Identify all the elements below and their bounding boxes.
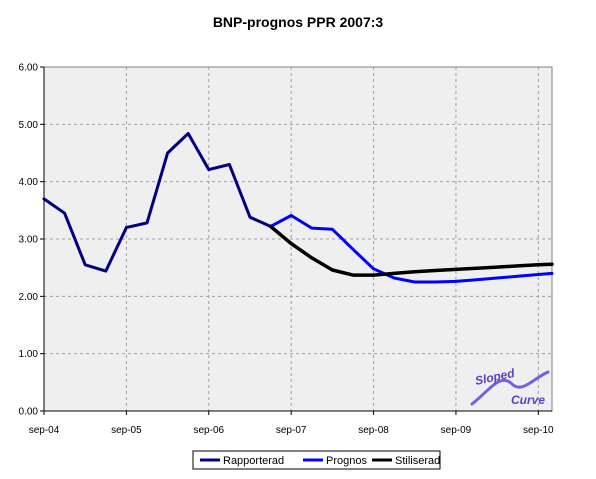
legend: Rapporterad Prognos Stiliserad	[192, 450, 441, 470]
y-tick-label: 6.00	[19, 63, 39, 74]
y-tick-label: 3.00	[19, 235, 39, 246]
x-tick-label: sep-06	[193, 425, 224, 436]
x-tick-labels: sep-04 sep-05 sep-06 sep-07 sep-08 sep-09 sep-…	[29, 425, 554, 436]
x-tick-label: sep-04	[29, 425, 60, 436]
x-tick-label: sep-09	[441, 425, 472, 436]
x-tick-label: sep-10	[523, 425, 554, 436]
series-line-stiliserad	[268, 224, 554, 277]
axes	[40, 66, 552, 415]
x-tick-label: sep-08	[358, 425, 389, 436]
y-tick-label: 0.00	[19, 407, 39, 418]
series-line-prognos	[269, 214, 554, 284]
y-tick-label: 5.00	[19, 120, 39, 131]
sloped-curve-logo: Sloped Curve	[470, 366, 550, 407]
x-tick-label: sep-07	[276, 425, 307, 436]
legend-label-prognos: Prognos	[326, 455, 367, 467]
logo-swoosh	[470, 370, 550, 406]
y-tick-label: 4.00	[19, 177, 39, 188]
series-line-rapporterad	[42, 132, 273, 273]
y-tick-label: 1.00	[19, 349, 39, 360]
y-tick-labels: 0.00 1.00 2.00 3.00 4.00 5.00 6.00	[19, 63, 39, 418]
logo-text-curve: Curve	[511, 393, 545, 407]
legend-label-rapporterad: Rapporterad	[223, 455, 284, 467]
y-tick-label: 2.00	[19, 292, 39, 303]
legend-label-stiliserad: Stiliserad	[395, 455, 440, 467]
grid-lines	[44, 67, 552, 411]
series-lines	[42, 132, 554, 284]
chart-title: BNP-prognos PPR 2007:3	[213, 14, 384, 30]
x-tick-label: sep-05	[111, 425, 142, 436]
